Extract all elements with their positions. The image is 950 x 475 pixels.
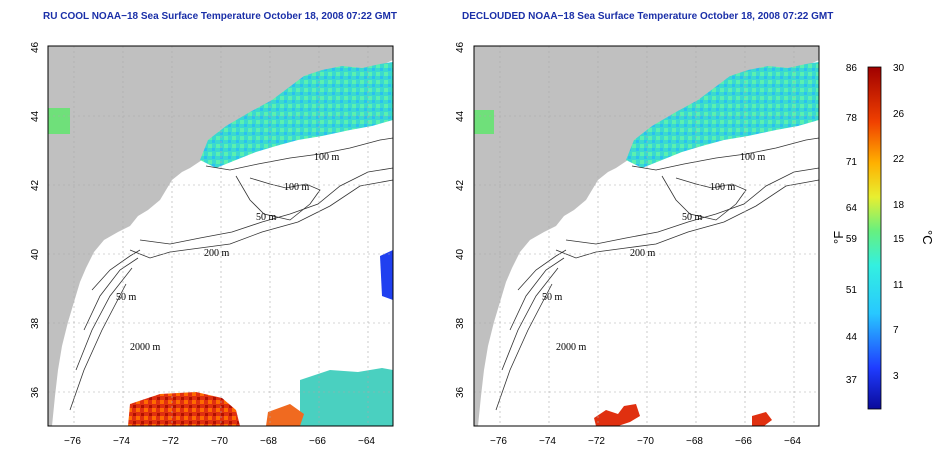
colorbar-fahrenheit-unit: °F <box>831 231 846 244</box>
map-right: 100 m 100 m 50 m 200 m 50 m 2000 m −76 −… <box>455 41 820 447</box>
map-right-sst-west-patch <box>474 110 494 134</box>
map-right-contour-label-100b: 100 m <box>710 182 736 193</box>
map-left-contour-label-50a: 50 m <box>256 212 277 223</box>
map-right-land <box>474 46 819 426</box>
colorbar-c-tick: 18 <box>893 200 905 211</box>
colorbar-f-tick: 71 <box>846 157 858 168</box>
map-left-contour-label-50b: 50 m <box>116 292 137 303</box>
map-left-sst-west-patch <box>48 108 70 134</box>
map-left-contour-label-2000: 2000 m <box>130 342 161 353</box>
colorbar-f-tick: 78 <box>846 113 858 124</box>
colorbar-c-tick: 11 <box>893 280 904 291</box>
map-right-lat-tick: 40 <box>455 248 466 260</box>
map-right-sst-warm-south <box>594 404 640 426</box>
map-right-lon-tick: −76 <box>490 436 507 447</box>
map-left-lat-tick: 44 <box>30 110 41 122</box>
map-left-title: RU COOL NOAA−18 Sea Surface Temperature … <box>43 11 397 22</box>
map-right-lat-ticks: 36 38 40 42 44 46 <box>455 41 466 398</box>
map-right-sst-gulf-of-maine <box>626 62 819 168</box>
colorbar-c-tick: 26 <box>893 109 905 120</box>
colorbar-celsius-unit: °C <box>920 230 935 245</box>
map-right-lon-tick: −72 <box>588 436 605 447</box>
colorbar-c-tick: 22 <box>893 154 905 165</box>
colorbar-f-tick: 86 <box>846 63 858 74</box>
colorbar-c-tick: 7 <box>893 325 899 336</box>
map-left-lon-tick: −76 <box>64 436 81 447</box>
map-left-contours <box>69 137 394 411</box>
map-right-lat-tick: 44 <box>455 110 466 122</box>
map-left-lat-ticks: 36 38 40 42 44 46 <box>30 41 41 398</box>
map-right-lon-tick: −70 <box>637 436 654 447</box>
map-right-lat-tick: 38 <box>455 317 466 329</box>
map-left-land <box>48 46 393 426</box>
map-left-lon-tick: −74 <box>113 436 130 447</box>
colorbar-f-tick: 51 <box>846 285 858 296</box>
map-right-lon-ticks: −76 −74 −72 −70 −68 −66 −64 <box>490 436 801 447</box>
map-left-lat-tick: 40 <box>30 248 41 260</box>
map-left-lon-tick: −64 <box>358 436 375 447</box>
map-right-title: DECLOUDED NOAA−18 Sea Surface Temperatur… <box>462 11 834 22</box>
map-right-contour-label-200: 200 m <box>630 248 656 259</box>
colorbar: 86 78 71 64 59 51 44 37 30 26 22 18 15 1… <box>831 63 935 410</box>
map-left-lat-tick: 46 <box>30 41 41 53</box>
map-right-lat-tick: 46 <box>455 41 466 53</box>
map-right-lon-tick: −66 <box>735 436 752 447</box>
colorbar-c-tick: 3 <box>893 371 899 382</box>
map-left-lat-tick: 36 <box>30 386 41 398</box>
map-right-contours <box>495 137 820 411</box>
map-left-contour-label-100b: 100 m <box>284 182 310 193</box>
colorbar-celsius-ticks: 30 26 22 18 15 11 7 3 <box>893 63 905 382</box>
map-right-lat-tick: 42 <box>455 179 466 191</box>
colorbar-gradient <box>867 66 882 410</box>
map-left-sst-gulf-of-maine <box>200 62 393 168</box>
map-right-contour-label-100a: 100 m <box>740 152 766 163</box>
colorbar-c-tick: 30 <box>893 63 905 74</box>
map-right-contour-label-50a: 50 m <box>682 212 703 223</box>
map-left-grid <box>48 46 393 426</box>
map-left-sst-warm-east2 <box>266 404 304 426</box>
map-left-sst-warm-east <box>300 368 393 426</box>
map-right-lat-tick: 36 <box>455 386 466 398</box>
colorbar-f-tick: 44 <box>846 332 858 343</box>
map-right-grid <box>474 46 819 426</box>
colorbar-c-tick: 15 <box>893 234 905 245</box>
map-left-lon-tick: −68 <box>260 436 277 447</box>
map-left: 100 m 100 m 50 m 200 m 50 m 2000 m −76 −… <box>30 41 394 447</box>
map-left-sst-east-edge <box>380 250 393 300</box>
map-right-lon-tick: −74 <box>539 436 556 447</box>
map-left-lat-tick: 42 <box>30 179 41 191</box>
map-left-lat-tick: 38 <box>30 317 41 329</box>
map-right-contour-label-50b: 50 m <box>542 292 563 303</box>
map-left-lon-tick: −72 <box>162 436 179 447</box>
map-left-lon-tick: −70 <box>211 436 228 447</box>
map-right-contour-label-2000: 2000 m <box>556 342 587 353</box>
map-left-contour-label-200: 200 m <box>204 248 230 259</box>
colorbar-fahrenheit-ticks: 86 78 71 64 59 51 44 37 <box>846 63 858 386</box>
colorbar-f-tick: 64 <box>846 203 858 214</box>
colorbar-f-tick: 59 <box>846 234 858 245</box>
map-left-lon-ticks: −76 −74 −72 −70 −68 −66 −64 <box>64 436 375 447</box>
map-right-lon-tick: −64 <box>784 436 801 447</box>
map-left-lon-tick: −66 <box>309 436 326 447</box>
map-left-sst-warm-south <box>128 392 240 426</box>
map-right-lon-tick: −68 <box>686 436 703 447</box>
map-right-sst-warm-east <box>752 412 772 426</box>
map-left-contour-label-100a: 100 m <box>314 152 340 163</box>
colorbar-f-tick: 37 <box>846 375 858 386</box>
